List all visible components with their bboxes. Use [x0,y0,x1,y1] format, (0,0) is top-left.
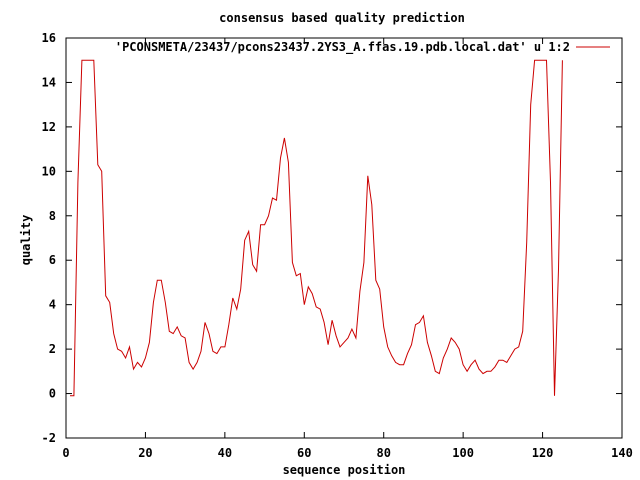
chart-title: consensus based quality prediction [219,11,465,25]
x-tick-label: 60 [297,446,311,460]
axis-ticks: 0 20 40 60 80 100 120 140 -2 0 2 4 6 8 10 12 14 16 [42,31,633,460]
x-tick-label: 20 [138,446,152,460]
legend: 'PCONSMETA/23437/pcons23437.2YS3_A.ffas.… [115,40,610,55]
y-axis-label: quality [19,215,33,266]
y-tick-label: 14 [42,75,56,89]
x-tick-label: 140 [611,446,633,460]
series-group [70,59,563,397]
y-tick-label: 2 [49,342,56,356]
y-tick-label: 0 [49,387,56,401]
x-tick-label: 100 [452,446,474,460]
x-axis-label: sequence position [283,463,406,477]
series-line [70,59,563,397]
y-tick-label: 8 [49,209,56,223]
x-tick-label: 40 [218,446,232,460]
plot-frame [65,37,623,439]
y-tick-label: 4 [49,298,56,312]
y-tick-label: -2 [42,431,56,445]
y-tick-label: 16 [42,31,56,45]
x-tick-label: 0 [62,446,69,460]
y-tick-label: 6 [49,253,56,267]
y-tick-label: 12 [42,120,56,134]
legend-label: 'PCONSMETA/23437/pcons23437.2YS3_A.ffas.… [115,40,570,55]
x-tick-label: 80 [376,446,390,460]
x-tick-label: 120 [532,446,554,460]
y-tick-label: 10 [42,164,56,178]
